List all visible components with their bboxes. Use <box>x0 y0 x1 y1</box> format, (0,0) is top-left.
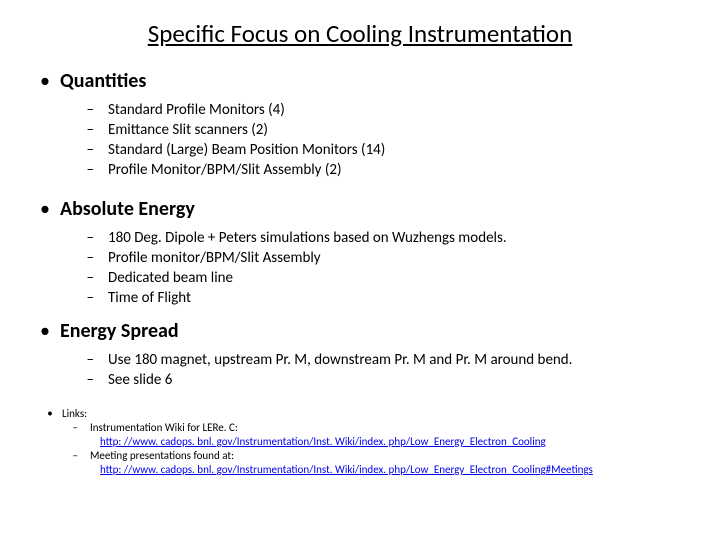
link-url[interactable]: http: //www. cadops. bnl. gov/Instrument… <box>100 463 593 476</box>
link-url[interactable]: http: //www. cadops. bnl. gov/Instrument… <box>100 435 546 448</box>
item-text: Use 180 magnet, upstream Pr. M, downstre… <box>108 351 572 369</box>
bullet-dot: • <box>30 69 60 93</box>
bullet-dash: – <box>70 121 94 139</box>
list-item: –Standard Profile Monitors (4) <box>30 101 690 119</box>
list-item: –Use 180 magnet, upstream Pr. M, downstr… <box>30 351 690 369</box>
item-text: Standard (Large) Beam Position Monitors … <box>108 141 385 159</box>
heading-text: Absolute Energy <box>60 197 195 221</box>
item-text: Time of Flight <box>108 289 191 307</box>
bullet-dash: – <box>70 161 94 179</box>
item-text: Profile Monitor/BPM/Slit Assembly (2) <box>108 161 342 179</box>
list-item: –180 Deg. Dipole + Peters simulations ba… <box>30 229 690 247</box>
bullet-dash: – <box>70 351 94 369</box>
link-text: Meeting presentations found at: <box>90 449 234 462</box>
item-text: Emittance Slit scanners (2) <box>108 121 268 139</box>
link-entry: – Meeting presentations found at: <box>30 449 690 462</box>
bullet-dash: – <box>70 269 94 287</box>
section-heading-quantities: • Quantities <box>30 69 690 93</box>
bullet-dash: – <box>58 449 78 462</box>
list-item: –Dedicated beam line <box>30 269 690 287</box>
item-text: See slide 6 <box>108 371 172 389</box>
item-text: Profile monitor/BPM/Slit Assembly <box>108 249 321 267</box>
bullet-dash: – <box>70 229 94 247</box>
link-text: Instrumentation Wiki for LERe. C: <box>90 421 238 434</box>
list-item: –Time of Flight <box>30 289 690 307</box>
item-text: Standard Profile Monitors (4) <box>108 101 285 119</box>
links-label: Links: <box>62 407 87 420</box>
list-item: –Emittance Slit scanners (2) <box>30 121 690 139</box>
heading-text: Energy Spread <box>60 319 179 343</box>
bullet-dash: – <box>70 371 94 389</box>
links-heading: • Links: <box>30 407 690 420</box>
slide-title: Specific Focus on Cooling Instrumentatio… <box>30 18 690 49</box>
bullet-dash: – <box>70 289 94 307</box>
list-item: –Standard (Large) Beam Position Monitors… <box>30 141 690 159</box>
bullet-dot: • <box>30 319 60 343</box>
bullet-dash: – <box>70 249 94 267</box>
section-heading-absolute-energy: • Absolute Energy <box>30 197 690 221</box>
link-entry: – Instrumentation Wiki for LERe. C: <box>30 421 690 434</box>
bullet-dash: – <box>58 421 78 434</box>
link-url-row: http: //www. cadops. bnl. gov/Instrument… <box>100 463 690 476</box>
item-text: Dedicated beam line <box>108 269 233 287</box>
list-item: –See slide 6 <box>30 371 690 389</box>
heading-text: Quantities <box>60 69 146 93</box>
link-url-row: http: //www. cadops. bnl. gov/Instrument… <box>100 435 690 448</box>
list-item: –Profile Monitor/BPM/Slit Assembly (2) <box>30 161 690 179</box>
bullet-dash: – <box>70 101 94 119</box>
item-text: 180 Deg. Dipole + Peters simulations bas… <box>108 229 507 247</box>
bullet-dash: – <box>70 141 94 159</box>
bullet-dot: • <box>30 197 60 221</box>
section-heading-energy-spread: • Energy Spread <box>30 319 690 343</box>
list-item: –Profile monitor/BPM/Slit Assembly <box>30 249 690 267</box>
bullet-dot: • <box>38 407 62 420</box>
